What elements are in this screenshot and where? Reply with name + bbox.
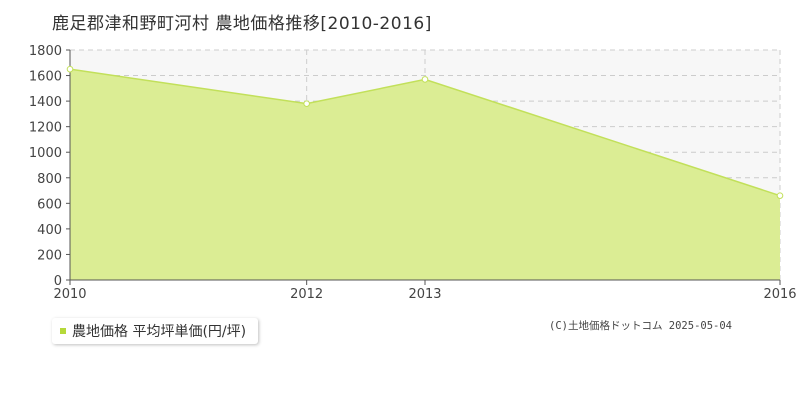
series-line: [69, 68, 781, 197]
y-tick-labels: 0 200 400 600 800 1000 1200 1400 1600 1800: [29, 44, 62, 289]
y-tick-label: 200: [37, 248, 62, 263]
legend-label: 農地価格 平均坪単価(円/坪): [72, 324, 247, 340]
y-tick-label: 800: [37, 172, 62, 187]
data-point: [303, 100, 310, 107]
chart-title: 鹿足郡津和野町河村 農地価格推移[2010-2016]: [52, 14, 432, 34]
y-tick-label: 600: [37, 197, 62, 212]
data-point: [421, 76, 429, 83]
y-tick-label: 1200: [29, 121, 62, 136]
x-tick-label: 2016: [763, 287, 796, 302]
y-tick-label: 0: [54, 274, 62, 289]
y-tick-label: 1600: [29, 70, 62, 85]
axes: [66, 49, 781, 285]
x-tick-labels: 2010 2012 2013 2016: [53, 287, 796, 302]
data-point: [776, 192, 784, 199]
data-point: [66, 65, 74, 73]
legend-swatch: [60, 328, 66, 334]
x-tick-label: 2013: [408, 287, 441, 302]
series-area: [70, 69, 780, 281]
x-tick-label: 2012: [290, 287, 323, 302]
y-tick-label: 1000: [29, 146, 62, 161]
y-tick-label: 400: [37, 223, 62, 238]
legend: 農地価格 平均坪単価(円/坪): [52, 318, 259, 344]
x-tick-label: 2010: [53, 287, 86, 302]
data-points: [66, 65, 784, 199]
credit-text: (C)土地価格ドットコム 2025-05-04: [549, 320, 733, 332]
y-tick-label: 1800: [29, 44, 62, 59]
y-tick-label: 1400: [29, 95, 62, 110]
